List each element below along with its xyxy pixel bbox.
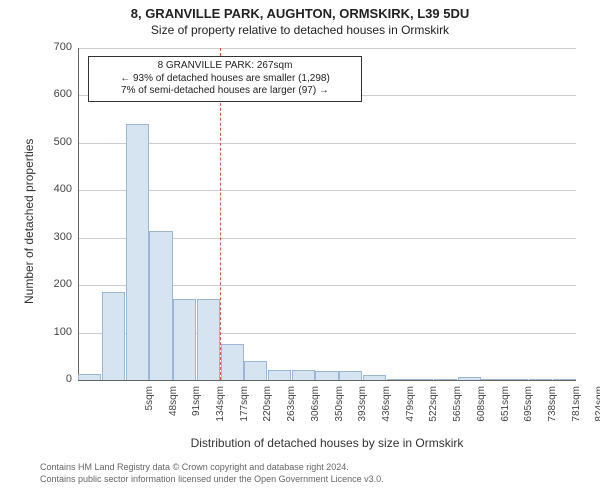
histogram-bar [387,379,410,380]
histogram-bar [363,375,386,380]
x-axis [78,380,576,381]
histogram-bar [268,370,291,380]
histogram-bar [221,344,244,380]
x-tick-label: 177sqm [239,386,250,436]
histogram-bar [553,379,576,380]
footer-line-1: Contains HM Land Registry data © Crown c… [40,462,384,474]
x-tick-label: 5sqm [144,386,155,436]
histogram-bar [102,292,125,380]
x-tick-label: 738sqm [547,386,558,436]
x-tick-label: 651sqm [500,386,511,436]
histogram-bar [434,379,457,380]
annotation-box: 8 GRANVILLE PARK: 267sqm ← 93% of detach… [88,56,362,102]
footer-line-2: Contains public sector information licen… [40,474,384,486]
y-tick-label: 600 [40,88,72,100]
y-tick-label: 400 [40,183,72,195]
annotation-line-1: 8 GRANVILLE PARK: 267sqm [95,60,355,73]
gridline [78,190,576,191]
x-tick-label: 436sqm [381,386,392,436]
x-tick-label: 220sqm [262,386,273,436]
histogram-bar [197,299,220,380]
x-tick-label: 608sqm [476,386,487,436]
histogram-bar [481,379,504,380]
gridline [78,143,576,144]
histogram-bar [339,371,362,380]
x-tick-label: 48sqm [168,386,179,436]
histogram-bar [173,299,196,380]
y-axis-label: Number of detached properties [22,139,36,304]
y-tick-label: 100 [40,326,72,338]
histogram-bar [149,231,172,380]
histogram-bar [78,374,101,380]
y-tick-label: 200 [40,278,72,290]
x-tick-label: 479sqm [405,386,416,436]
histogram-bar [315,371,338,380]
x-tick-label: 263sqm [286,386,297,436]
x-tick-label: 134sqm [215,386,226,436]
y-tick-label: 300 [40,231,72,243]
histogram-bar [505,379,528,380]
footer-attribution: Contains HM Land Registry data © Crown c… [40,462,384,485]
x-tick-label: 695sqm [523,386,534,436]
y-axis [78,48,79,380]
x-tick-label: 393sqm [357,386,368,436]
x-axis-label: Distribution of detached houses by size … [78,436,576,450]
histogram-bar [244,361,267,380]
histogram-bar [126,124,149,380]
histogram-bar [458,377,481,380]
gridline [78,48,576,49]
x-tick-label: 565sqm [452,386,463,436]
x-tick-label: 91sqm [191,386,202,436]
y-tick-label: 0 [40,373,72,385]
x-tick-label: 350sqm [334,386,345,436]
x-tick-label: 781sqm [571,386,582,436]
x-tick-label: 306sqm [310,386,321,436]
x-tick-label: 522sqm [428,386,439,436]
y-tick-label: 700 [40,41,72,53]
annotation-line-3: 7% of semi-detached houses are larger (9… [95,85,355,98]
y-tick-label: 500 [40,136,72,148]
chart-title: 8, GRANVILLE PARK, AUGHTON, ORMSKIRK, L3… [0,0,600,21]
histogram-bar [292,370,315,380]
histogram-bar [410,379,433,380]
chart-subtitle: Size of property relative to detached ho… [0,21,600,37]
histogram-bar [529,379,552,380]
annotation-line-2: ← 93% of detached houses are smaller (1,… [95,73,355,86]
x-tick-label: 824sqm [594,386,600,436]
